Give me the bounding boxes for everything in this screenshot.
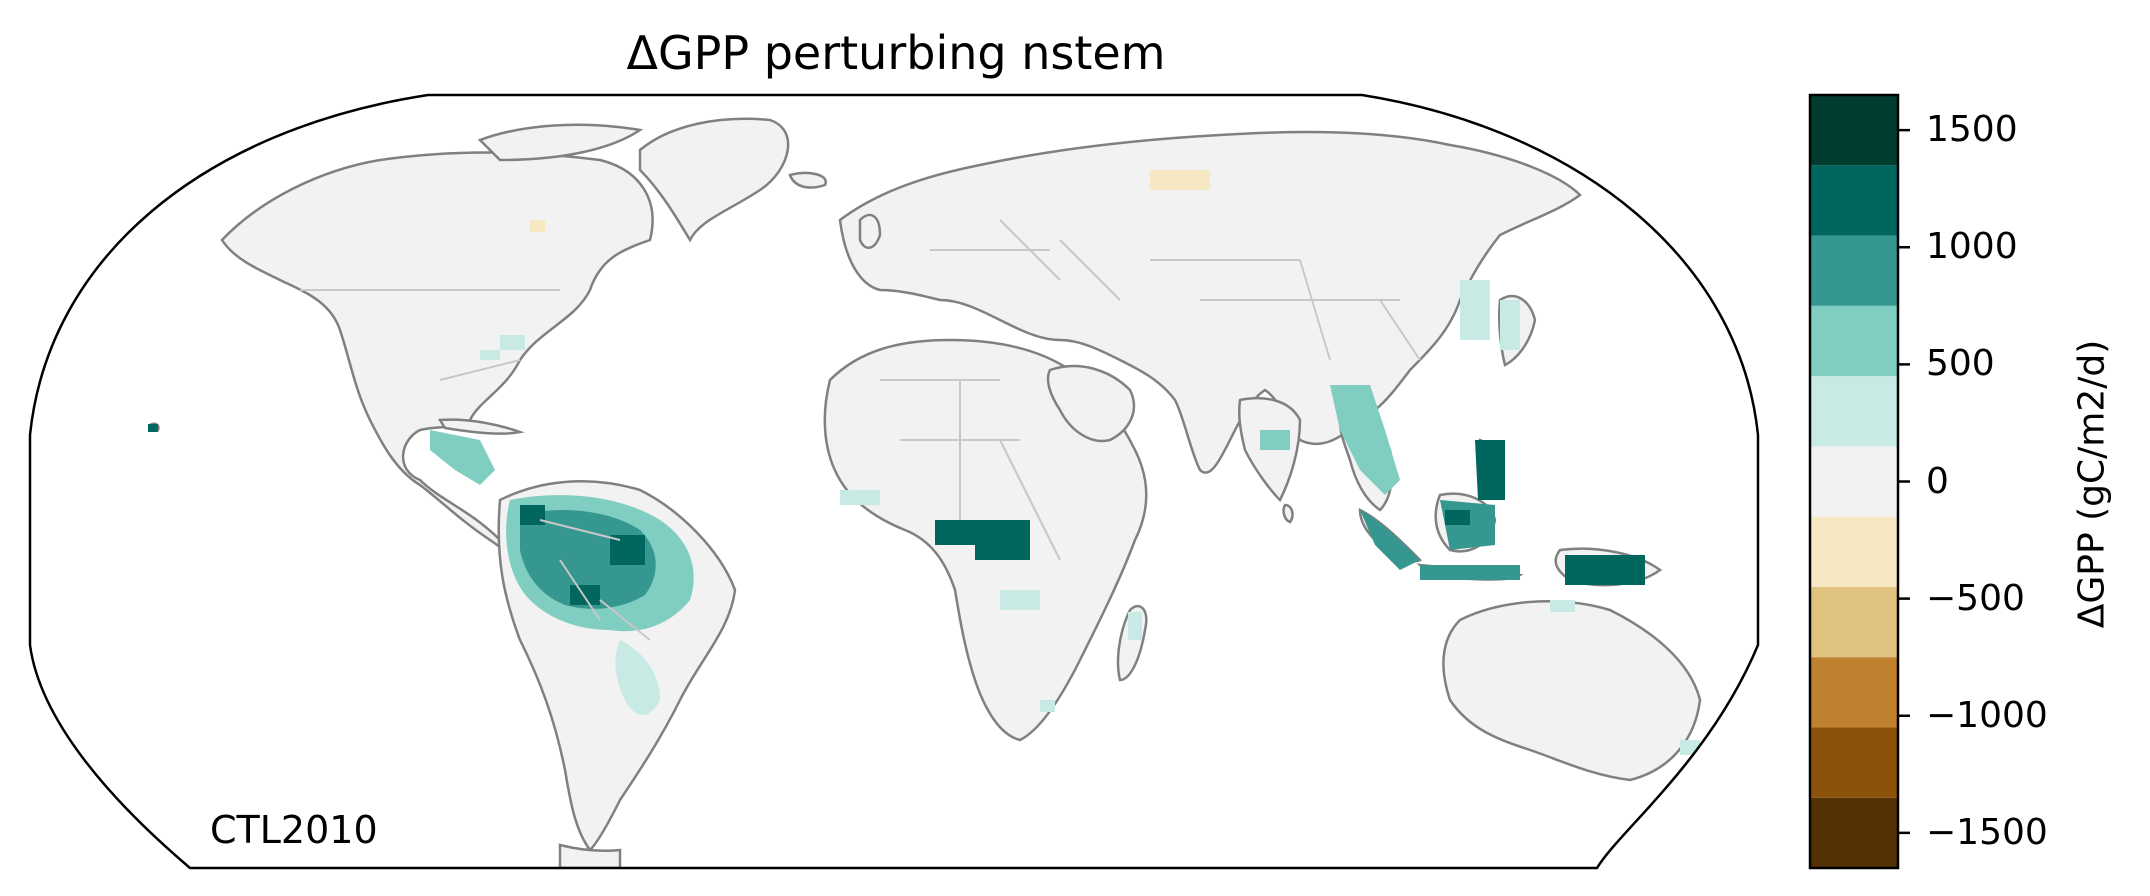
anomaly-amazon-dark-patches (520, 505, 645, 605)
anomaly-hawaii (148, 424, 158, 432)
anomaly-papua-new-guinea (1565, 555, 1645, 585)
colorbar-level-9 (1810, 165, 1898, 236)
anomaly-maritime-islands-dark (1445, 440, 1505, 525)
colorbar-tick-label: 0 (1926, 460, 1949, 502)
anomaly-amazon-core (520, 510, 656, 609)
land-arabia (1046, 364, 1136, 443)
land-iceland (788, 171, 827, 189)
land-australia (1442, 600, 1702, 782)
border-line (559, 559, 601, 621)
anomaly-siberia (1150, 170, 1210, 190)
land-cuba (437, 418, 525, 435)
colorbar-label: ΔGPP (gC/m2/d) (2071, 339, 2113, 629)
border-line (1379, 299, 1421, 361)
country-borders (300, 219, 1421, 641)
land-canada-islands (477, 123, 644, 162)
colorbar-level-1 (1810, 727, 1898, 798)
border-line (539, 519, 621, 541)
colorbar-outline (1808, 93, 1900, 870)
colorbar-level-2 (1810, 657, 1898, 728)
anomaly-west-africa-coast (840, 490, 880, 505)
anomaly-sumatra-and-borneo (1360, 500, 1520, 580)
colorbar-level-5 (1810, 446, 1898, 517)
anomaly-madagascar (1128, 612, 1142, 640)
colorbar-tick-label: 1000 (1926, 226, 2018, 268)
anomaly-southeast-usa (480, 335, 525, 360)
colorbar-level-7 (1810, 305, 1898, 377)
anomaly-canada (530, 220, 545, 232)
land-north-america (220, 151, 654, 584)
anomaly-southeast-asia (1260, 385, 1400, 495)
anomaly-congo-basin (935, 520, 1030, 560)
map-title: ΔGPP perturbing nstem (626, 26, 1166, 80)
border-line (999, 439, 1061, 561)
anomaly-east-africa (1000, 590, 1055, 712)
colorbar-level-10 (1810, 95, 1898, 166)
anomaly-eastern-brazil (615, 640, 660, 715)
colorbar-level-3 (1810, 586, 1898, 658)
land-antarctic-edge (558, 843, 622, 868)
colorbar-level-4 (1810, 516, 1898, 587)
map-label: CTL2010 (210, 808, 378, 852)
border-line (1059, 239, 1121, 301)
colorbar-tick-label: 1500 (1926, 109, 2018, 151)
border-line (599, 599, 651, 641)
border-line (1299, 259, 1331, 361)
land-new-zealand (1714, 757, 1732, 813)
land-sri-lanka (1282, 503, 1294, 524)
map-frame (28, 93, 1760, 870)
world-map (28, 93, 1760, 870)
colorbar-level-6 (1810, 376, 1898, 447)
colorbar-tick-label: 500 (1926, 343, 1995, 385)
land-greenland (638, 117, 790, 243)
border-line (439, 359, 521, 381)
colorbar-tick-label: −1000 (1926, 694, 2048, 736)
anomaly-central-america (430, 430, 495, 485)
colorbar-level-0 (1810, 797, 1898, 868)
colorbar-level-8 (1810, 235, 1898, 306)
anomaly-patches (148, 170, 1700, 755)
land-uk (858, 213, 882, 249)
anomaly-east-china-and-japan (1460, 280, 1520, 350)
colorbar-tick-label: −500 (1926, 577, 2025, 619)
colorbar-tick-label: −1500 (1926, 811, 2048, 853)
